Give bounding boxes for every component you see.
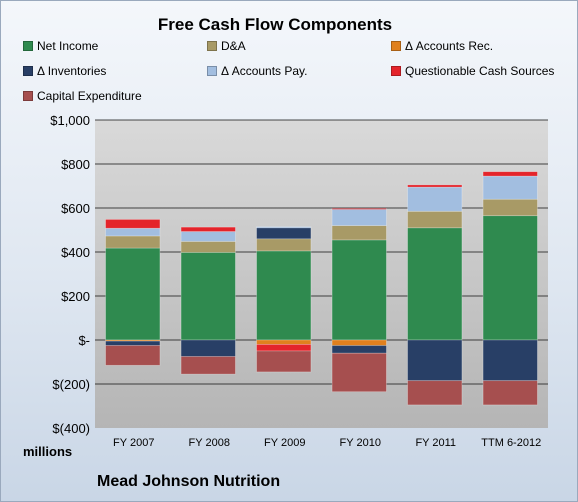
y-tick-label-0: $1,000 bbox=[50, 113, 90, 128]
bar-3-5 bbox=[331, 208, 387, 210]
legend-swatch-3 bbox=[23, 66, 33, 76]
x-tick-label-2: FY 2009 bbox=[264, 437, 306, 449]
bar-4-1 bbox=[407, 210, 463, 229]
x-tick-label-4: FY 2011 bbox=[415, 437, 457, 449]
legend-label-0: Net Income bbox=[37, 39, 99, 53]
bar-1-1 bbox=[180, 241, 236, 253]
x-tick-label-0: FY 2007 bbox=[113, 437, 155, 449]
legend-item-4: Δ Accounts Pay. bbox=[207, 64, 308, 78]
bar-0-0 bbox=[105, 247, 161, 341]
legend-item-0: Net Income bbox=[23, 39, 98, 53]
bar-3-0 bbox=[331, 239, 387, 341]
y-tick-label-4: $200 bbox=[61, 289, 90, 304]
chart-title: Free Cash Flow Components bbox=[157, 15, 393, 34]
bar-5-6 bbox=[482, 380, 538, 406]
bar-5-0 bbox=[482, 215, 538, 341]
y-tick-label-3: $400 bbox=[61, 245, 90, 260]
legend-label-2: Δ Accounts Rec. bbox=[405, 39, 494, 53]
legend-label-3: Δ Inventories bbox=[37, 64, 107, 78]
legend-swatch-2 bbox=[391, 41, 401, 51]
legend-swatch-4 bbox=[207, 66, 217, 76]
bar-5-5 bbox=[482, 171, 538, 177]
bar-4-0 bbox=[407, 227, 463, 341]
bar-0-3 bbox=[105, 340, 161, 346]
bar-2-1 bbox=[256, 238, 312, 252]
bar-3-4 bbox=[331, 208, 387, 226]
bar-1-0 bbox=[180, 252, 236, 341]
plot-area bbox=[95, 120, 548, 428]
bar-2-0 bbox=[256, 250, 312, 341]
bar-2-2 bbox=[256, 339, 312, 345]
legend-label-5: Questionable Cash Sources bbox=[405, 64, 555, 78]
legend-item-6: Capital Expenditure bbox=[23, 89, 142, 103]
bar-4-5 bbox=[407, 184, 463, 188]
bar-3-6 bbox=[331, 352, 387, 393]
unit-label: millions bbox=[23, 444, 73, 459]
bar-5-1 bbox=[482, 198, 538, 217]
bar-0-6 bbox=[105, 345, 161, 366]
legend-item-5: Questionable Cash Sources bbox=[391, 64, 554, 78]
bar-3-3 bbox=[331, 345, 387, 354]
legend-label-1: D&A bbox=[221, 39, 246, 53]
legend-item-2: Δ Accounts Rec. bbox=[391, 39, 493, 53]
bar-1-6 bbox=[180, 356, 236, 375]
bar-0-1 bbox=[105, 235, 161, 249]
x-tick-label-1: FY 2008 bbox=[188, 437, 230, 449]
bar-1-4 bbox=[180, 231, 236, 242]
bar-2-6 bbox=[256, 350, 312, 373]
bar-0-5 bbox=[105, 219, 161, 229]
bar-2-4 bbox=[256, 226, 312, 229]
legend-swatch-5 bbox=[391, 66, 401, 76]
y-tick-label-6: $(200) bbox=[52, 377, 90, 392]
y-tick-label-7: $(400) bbox=[52, 421, 90, 436]
legend-swatch-6 bbox=[23, 91, 33, 101]
x-tick-label-3: FY 2010 bbox=[339, 437, 381, 449]
x-tick-label-5: TTM 6-2012 bbox=[481, 437, 542, 449]
bar-1-5 bbox=[180, 226, 236, 232]
bar-4-4 bbox=[407, 186, 463, 212]
company-name: Mead Johnson Nutrition bbox=[97, 473, 281, 490]
legend-swatch-1 bbox=[207, 41, 217, 51]
bar-3-2 bbox=[331, 339, 387, 346]
legend-label-4: Δ Accounts Pay. bbox=[221, 64, 308, 78]
y-tick-label-2: $600 bbox=[61, 201, 90, 216]
bar-0-4 bbox=[105, 227, 161, 237]
bar-1-3 bbox=[180, 339, 236, 357]
legend-swatch-0 bbox=[23, 41, 33, 51]
y-tick-label-1: $800 bbox=[61, 157, 90, 172]
bar-3-1 bbox=[331, 225, 387, 241]
bar-2-3 bbox=[256, 227, 312, 240]
legend-item-1: D&A bbox=[207, 39, 246, 53]
bar-5-3 bbox=[482, 339, 538, 382]
legend-item-3: Δ Inventories bbox=[23, 64, 106, 78]
bar-5-4 bbox=[482, 175, 538, 200]
legend-label-6: Capital Expenditure bbox=[37, 89, 142, 103]
bar-2-5 bbox=[256, 344, 312, 352]
bar-4-3 bbox=[407, 339, 463, 382]
y-tick-label-5: $- bbox=[78, 333, 90, 348]
bar-4-6 bbox=[407, 380, 463, 406]
